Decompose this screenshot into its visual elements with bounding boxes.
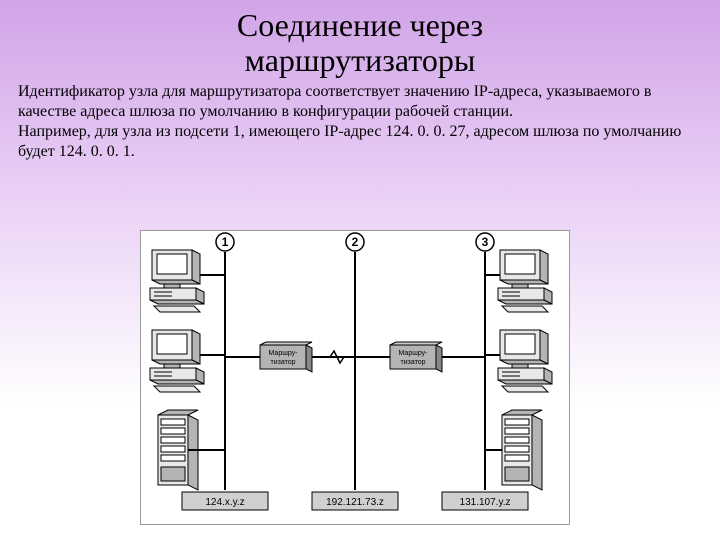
slide-body: Идентификатор узла для маршрутизатора со…: [0, 78, 720, 162]
svg-text:2: 2: [352, 235, 359, 249]
svg-text:Маршру-: Маршру-: [269, 350, 299, 357]
svg-text:131.107.y.z: 131.107.y.z: [460, 497, 511, 508]
svg-text:124.x.y.z: 124.x.y.z: [205, 497, 244, 508]
title-line-2: маршрутизаторы: [245, 42, 476, 78]
svg-text:3: 3: [482, 235, 489, 249]
svg-text:Маршру-: Маршру-: [399, 350, 429, 357]
svg-text:192.121.73.z: 192.121.73.z: [326, 497, 384, 508]
paragraph-2: Например, для узла из подсети 1, имеющег…: [18, 122, 702, 162]
paragraph-1: Идентификатор узла для маршрутизатора со…: [18, 82, 702, 122]
svg-text:тизатор: тизатор: [401, 359, 426, 366]
title-line-1: Соединение через: [237, 7, 483, 43]
svg-text:1: 1: [222, 235, 229, 249]
svg-text:тизатор: тизатор: [271, 359, 296, 366]
slide-title: Соединение через маршрутизаторы: [0, 0, 720, 78]
network-diagram: 1 2 3 Маршру-тизатор Маршру-тизатор 124.x.y.z…: [140, 230, 570, 525]
